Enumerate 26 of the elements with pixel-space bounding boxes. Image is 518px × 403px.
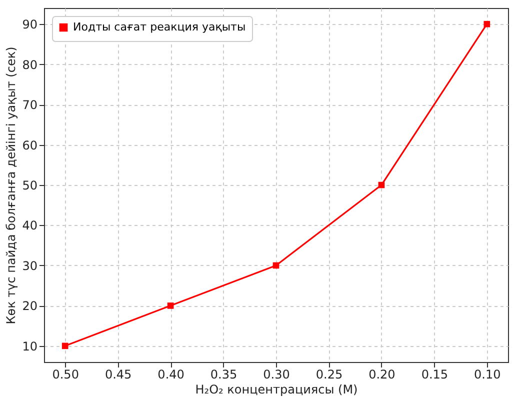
x-tick-label: 0.10 <box>474 368 501 382</box>
y-tick-label: 40 <box>22 218 38 233</box>
x-tick-label: 0.20 <box>368 368 396 382</box>
x-tick-label: 0.35 <box>210 368 238 382</box>
y-axis-title: Көк түс пайда болғанға дейінгі уақыт (сек) <box>4 46 18 324</box>
x-tick-label: 0.40 <box>158 368 184 382</box>
y-tick-label: 20 <box>22 299 38 314</box>
y-tick-label: 30 <box>22 258 38 273</box>
legend-label: Иодты сағат реакция уақыты <box>73 20 246 34</box>
y-tick-label: 90 <box>22 18 38 32</box>
y-tick-label: 10 <box>22 339 38 354</box>
y-tick-label: 80 <box>22 58 38 72</box>
x-axis-title: H₂O₂ концентрациясы (M) <box>195 382 358 396</box>
point <box>484 20 490 28</box>
x-tick-label: 0.45 <box>104 368 132 382</box>
point <box>167 302 174 309</box>
point <box>378 182 385 188</box>
y-tick-label: 70 <box>22 98 38 112</box>
x-tick-label: 0.50 <box>52 368 79 382</box>
x-tick-label: 0.25 <box>316 368 343 382</box>
y-tick-label: 50 <box>22 178 38 192</box>
x-tick-label: 0.30 <box>263 368 290 382</box>
y-tick-label: 60 <box>22 138 38 152</box>
point <box>272 262 280 269</box>
point <box>62 342 68 350</box>
x-tick-label: 0.15 <box>421 368 448 382</box>
